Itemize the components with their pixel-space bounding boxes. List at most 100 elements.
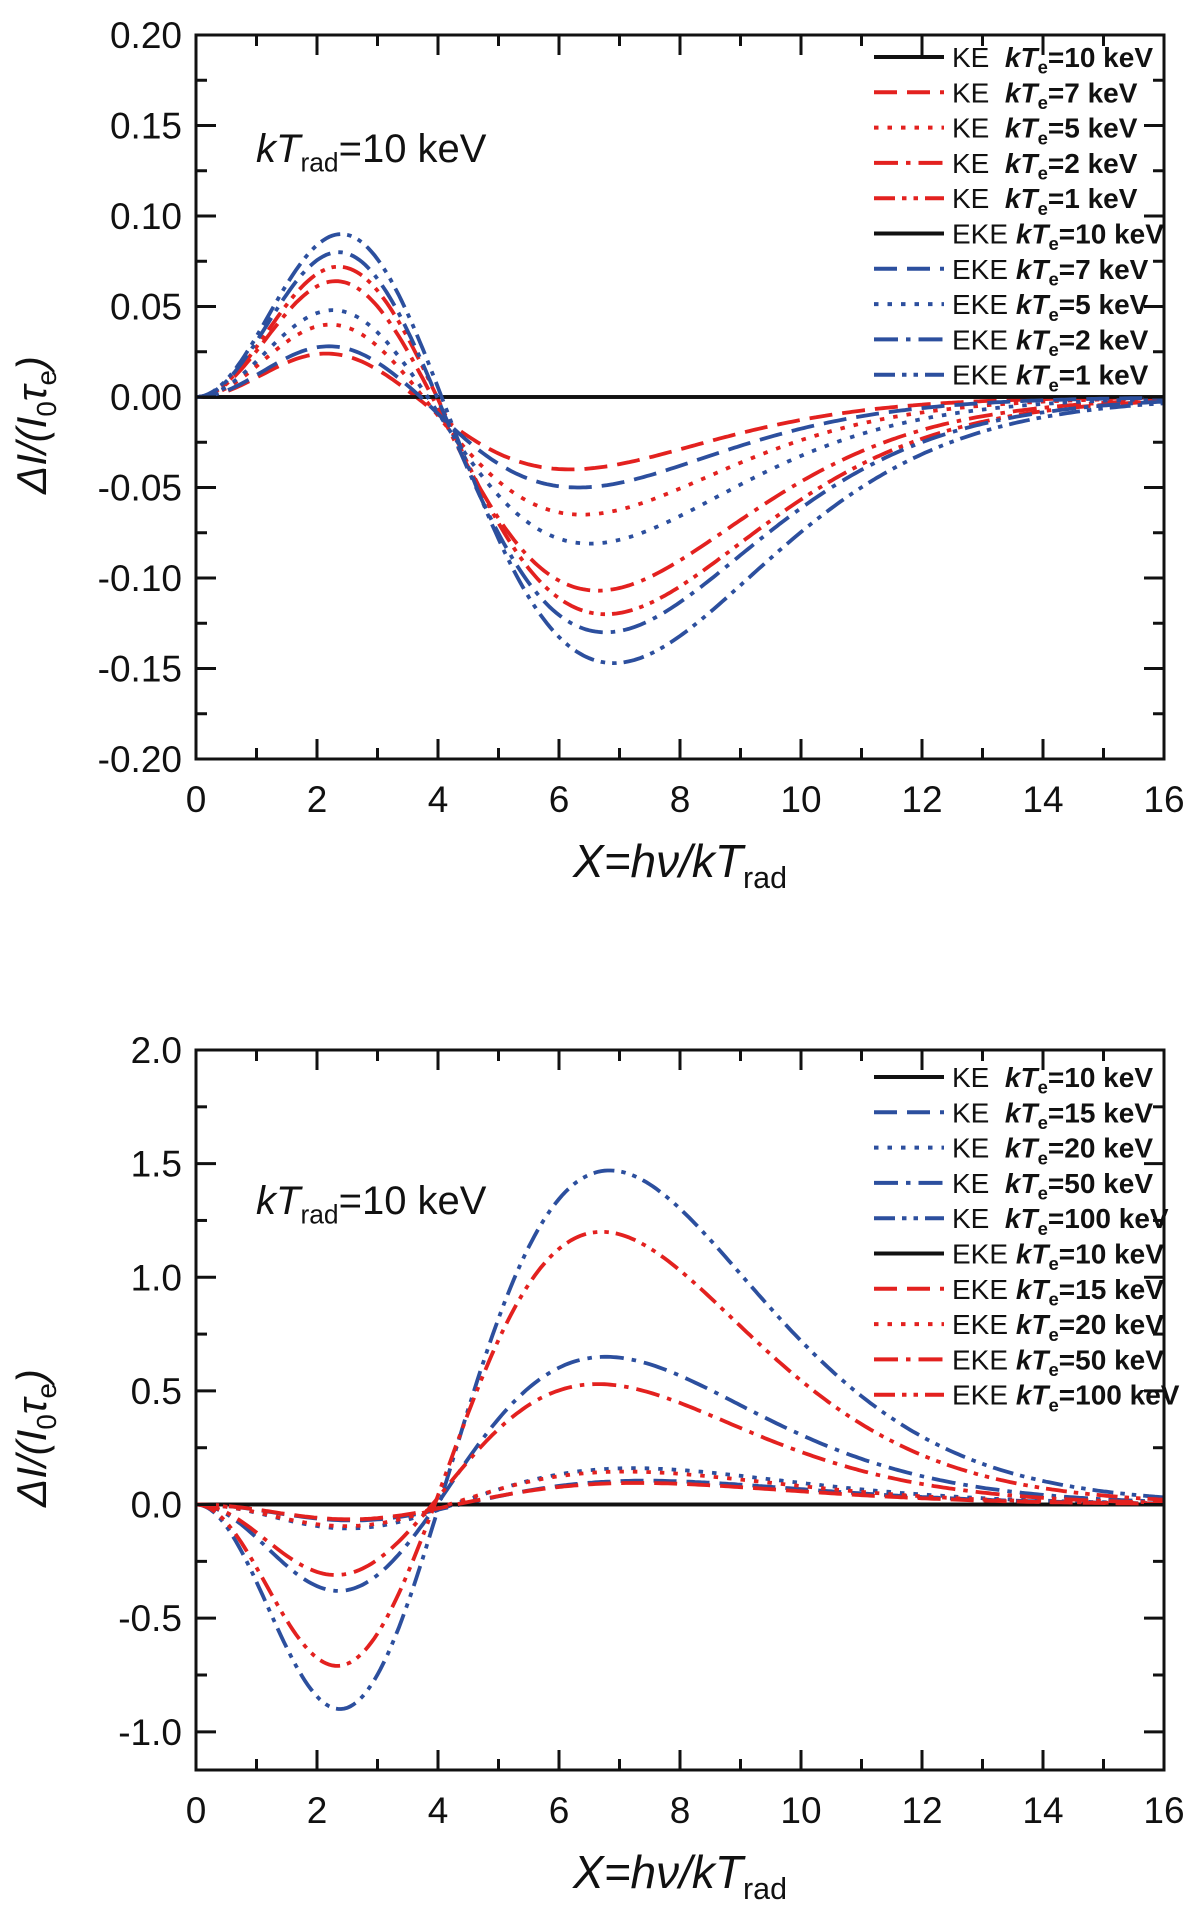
legend-label: KE kTe=1 keV — [952, 183, 1138, 219]
y-tick-label: 1.5 — [131, 1144, 182, 1185]
annotation-ktrad: kTrad=10 keV — [256, 127, 487, 178]
y-tick-label: -0.05 — [98, 468, 182, 509]
x-tick-labels: 0 2 4 6 8 10 12 14 16 — [186, 1790, 1185, 1831]
legend-label: KE kTe=5 keV — [952, 113, 1138, 149]
legend-label: EKE kTe=15 keV — [952, 1274, 1164, 1310]
x-tick-label: 10 — [780, 1790, 821, 1831]
legend-entry-KE-1keV: KE kTe=1 keV — [874, 183, 1138, 219]
legend-entry-KE-10keV: KE kTe=10 keV — [874, 1062, 1153, 1098]
x-tick-label: 2 — [307, 779, 328, 820]
curve-KE-20keV — [195, 1466, 1164, 1531]
y-tick-label: 0.0 — [131, 1485, 182, 1526]
y-tick-label: -0.20 — [98, 739, 182, 780]
axis-ticks — [194, 33, 1166, 761]
y-tick-labels: 2.0 1.5 1.0 0.5 0.0 -0.5 -1.0 — [118, 1030, 182, 1753]
legend-label: KE kTe=2 keV — [952, 148, 1138, 184]
legend-label: EKE kTe=50 keV — [952, 1344, 1164, 1380]
legend-label: EKE kTe=100 keV — [952, 1380, 1180, 1416]
annotation-ktrad: kTrad=10 keV — [256, 1179, 487, 1230]
top-panel-chart: 0 2 4 6 8 10 12 14 16 0.20 0.15 0.10 0.05 0.00 -0.05 -0… — [8, 15, 1185, 895]
legend-label: EKE kTe=5 keV — [952, 289, 1149, 325]
legend-entry-EKE-20keV: EKE kTe=20 keV — [874, 1309, 1164, 1345]
legend-entry-EKE-5keV: EKE kTe=5 keV — [874, 289, 1149, 325]
legend-label: EKE kTe=1 keV — [952, 360, 1149, 396]
y-tick-label: -0.10 — [98, 558, 182, 599]
y-tick-label: 0.5 — [131, 1371, 182, 1412]
legend-entry-KE-7keV: KE kTe=7 keV — [874, 77, 1138, 113]
y-tick-label: -1.0 — [118, 1712, 182, 1753]
curve-EKE-100keV — [195, 1229, 1165, 1668]
x-tick-label: 14 — [1022, 779, 1063, 820]
legend-entry-EKE-50keV: EKE kTe=50 keV — [874, 1344, 1164, 1380]
x-tick-label: 16 — [1143, 779, 1184, 820]
legend-entry-EKE-100keV: EKE kTe=100 keV — [874, 1380, 1180, 1416]
legend-label: EKE kTe=2 keV — [952, 324, 1149, 360]
y-tick-label: 0.15 — [110, 106, 182, 147]
legend-label: EKE kTe=10 keV — [952, 219, 1164, 255]
x-tick-label: 16 — [1143, 1790, 1184, 1831]
y-tick-label: 0.20 — [110, 15, 182, 56]
x-tick-label: 2 — [307, 1790, 328, 1831]
y-tick-label: 0.10 — [110, 196, 182, 237]
x-axis-title: X=hν/kTrad — [572, 835, 787, 895]
legend-entry-EKE-2keV: EKE kTe=2 keV — [874, 324, 1149, 360]
x-tick-label: 8 — [670, 1790, 691, 1831]
x-tick-label: 14 — [1022, 1790, 1063, 1831]
curve-KE-100keV — [195, 1168, 1165, 1711]
legend-entry-KE-100keV: KE kTe=100 keV — [874, 1203, 1169, 1239]
x-tick-label: 12 — [901, 779, 942, 820]
curve-EKE-1keV — [195, 232, 1165, 666]
legend-entry-KE-2keV: KE kTe=2 keV — [874, 148, 1138, 184]
y-tick-label: 1.0 — [131, 1257, 182, 1298]
legend-label: KE kTe=20 keV — [952, 1133, 1153, 1169]
y-tick-label: 0.05 — [110, 287, 182, 328]
curve-EKE-20keV — [195, 1469, 1164, 1528]
y-tick-label: 0.00 — [110, 377, 182, 418]
y-tick-labels: 0.20 0.15 0.10 0.05 0.00 -0.05 -0.10 -0.15 -0.20 — [98, 15, 182, 780]
curve-EKE-15keV — [195, 1481, 1164, 1522]
curve-EKE-2keV — [195, 250, 1165, 635]
legend-label: KE kTe=10 keV — [952, 1062, 1153, 1098]
x-tick-label: 6 — [549, 1790, 570, 1831]
curve-EKE-5keV — [195, 308, 1165, 546]
y-tick-label: -0.15 — [98, 649, 182, 690]
legend-entry-EKE-15keV: EKE kTe=15 keV — [874, 1274, 1164, 1310]
y-axis-title: ΔI/(I0τe) — [8, 1369, 62, 1508]
curves — [195, 232, 1165, 666]
legend-entry-EKE-1keV: EKE kTe=1 keV — [874, 360, 1149, 396]
curves — [195, 1168, 1165, 1711]
curve-EKE-50keV — [195, 1382, 1165, 1577]
legend-label: EKE kTe=10 keV — [952, 1239, 1164, 1275]
x-tick-label: 4 — [428, 1790, 449, 1831]
legend-label: KE kTe=10 keV — [952, 42, 1153, 78]
x-tick-label: 12 — [901, 1790, 942, 1831]
x-tick-label: 4 — [428, 779, 449, 820]
curve-KE-1keV — [195, 264, 1165, 617]
y-tick-label: 2.0 — [131, 1030, 182, 1071]
legend-entry-KE-10keV: KE kTe=10 keV — [874, 42, 1153, 78]
legend-label: KE kTe=50 keV — [952, 1168, 1153, 1204]
x-tick-label: 8 — [670, 779, 691, 820]
curve-KE-2keV — [195, 279, 1165, 593]
legend-entry-KE-15keV: KE kTe=15 keV — [874, 1097, 1153, 1133]
legend-entry-KE-5keV: KE kTe=5 keV — [874, 113, 1138, 149]
x-tick-labels: 0 2 4 6 8 10 12 14 16 — [186, 779, 1185, 820]
x-axis-title: X=hν/kTrad — [572, 1846, 787, 1906]
legend-entry-EKE-10keV: EKE kTe=10 keV — [874, 219, 1164, 255]
legend-label: KE kTe=7 keV — [952, 77, 1138, 113]
curve-KE-50keV — [195, 1354, 1165, 1593]
legend-label: KE kTe=100 keV — [952, 1203, 1169, 1239]
curve-EKE-7keV — [195, 344, 1165, 490]
x-tick-label: 0 — [186, 1790, 207, 1831]
legend-label: KE kTe=15 keV — [952, 1097, 1153, 1133]
axis-ticks — [194, 1048, 1166, 1770]
legend-label: EKE kTe=20 keV — [952, 1309, 1164, 1345]
legend-entry-EKE-7keV: EKE kTe=7 keV — [874, 254, 1149, 290]
legend-entry-KE-20keV: KE kTe=20 keV — [874, 1133, 1153, 1169]
curve-KE-5keV — [195, 322, 1165, 517]
x-tick-label: 0 — [186, 779, 207, 820]
x-tick-label: 6 — [549, 779, 570, 820]
bottom-panel-chart: 0 2 4 6 8 10 12 14 16 2.0 1.5 1.0 0.5 0.0 -0.5 -1.0 X=hν… — [8, 1030, 1185, 1906]
